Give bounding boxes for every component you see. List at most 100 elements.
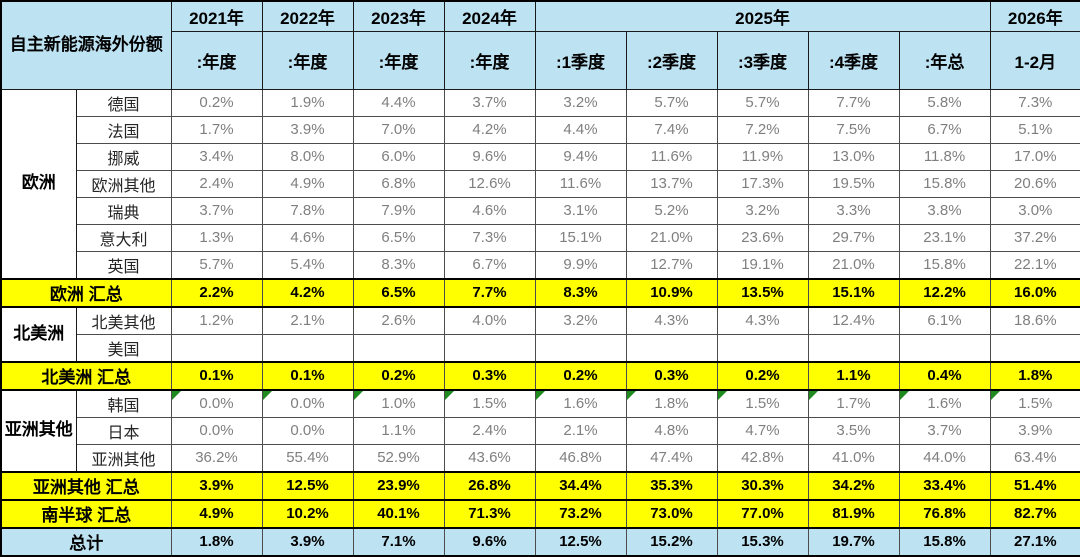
value-cell[interactable]: 10.2% bbox=[261, 498, 354, 529]
value-cell[interactable]: 9.6% bbox=[443, 526, 536, 556]
value-cell[interactable]: 4.3% bbox=[625, 306, 718, 335]
value-cell[interactable]: 7.7% bbox=[807, 88, 900, 117]
value-cell[interactable]: 41.0% bbox=[807, 443, 900, 472]
region-group-label[interactable]: 北美洲 bbox=[0, 306, 77, 362]
value-cell[interactable]: 34.4% bbox=[534, 470, 627, 501]
value-cell[interactable]: 2.1% bbox=[261, 306, 354, 335]
value-cell[interactable]: 1.8% bbox=[170, 526, 263, 556]
value-cell[interactable]: 1.9% bbox=[261, 88, 354, 117]
value-cell[interactable]: 4.9% bbox=[261, 169, 354, 198]
value-cell[interactable]: 4.4% bbox=[352, 88, 445, 117]
value-cell[interactable]: 8.0% bbox=[261, 142, 354, 171]
value-cell[interactable]: 3.9% bbox=[170, 470, 263, 501]
value-cell[interactable]: 10.9% bbox=[625, 277, 718, 308]
value-cell[interactable]: 15.3% bbox=[716, 526, 809, 556]
value-cell[interactable]: 3.7% bbox=[443, 88, 536, 117]
value-cell[interactable]: 0.2% bbox=[534, 360, 627, 391]
value-cell[interactable]: 0.1% bbox=[261, 360, 354, 391]
value-cell[interactable]: 37.2% bbox=[989, 223, 1080, 252]
value-cell[interactable] bbox=[170, 333, 263, 362]
value-cell[interactable]: 7.0% bbox=[352, 115, 445, 144]
value-cell[interactable]: 3.3% bbox=[807, 196, 900, 225]
value-cell[interactable]: 19.7% bbox=[807, 526, 900, 556]
value-cell[interactable]: 4.4% bbox=[534, 115, 627, 144]
value-cell[interactable]: 0.0% bbox=[170, 416, 263, 445]
value-cell[interactable]: 11.8% bbox=[898, 142, 991, 171]
value-cell[interactable]: 13.7% bbox=[625, 169, 718, 198]
value-cell[interactable]: 2.1% bbox=[534, 416, 627, 445]
value-cell[interactable]: 43.6% bbox=[443, 443, 536, 472]
value-cell[interactable]: 52.9% bbox=[352, 443, 445, 472]
value-cell[interactable]: 3.2% bbox=[716, 196, 809, 225]
value-cell[interactable]: 9.4% bbox=[534, 142, 627, 171]
row-label[interactable]: 日本 bbox=[75, 416, 172, 445]
col-header-2025[interactable]: 2025年 bbox=[534, 0, 991, 32]
value-cell[interactable]: 7.3% bbox=[989, 88, 1080, 117]
value-cell[interactable]: 3.4% bbox=[170, 142, 263, 171]
value-cell[interactable]: 6.8% bbox=[352, 169, 445, 198]
value-cell[interactable]: 9.6% bbox=[443, 142, 536, 171]
value-cell[interactable]: 9.9% bbox=[534, 250, 627, 279]
value-cell[interactable]: 15.8% bbox=[898, 250, 991, 279]
value-cell[interactable]: 20.6% bbox=[989, 169, 1080, 198]
col-subheader-2025-q2[interactable]: :2季度 bbox=[625, 30, 718, 90]
summary-row-label[interactable]: 南半球 汇总 bbox=[0, 498, 172, 529]
value-cell[interactable]: 12.5% bbox=[261, 470, 354, 501]
value-cell[interactable]: 0.0% bbox=[261, 389, 354, 418]
value-cell[interactable]: 47.4% bbox=[625, 443, 718, 472]
region-group-label[interactable]: 亚洲其他 bbox=[0, 389, 77, 472]
row-label[interactable]: 英国 bbox=[75, 250, 172, 279]
value-cell[interactable]: 11.6% bbox=[534, 169, 627, 198]
value-cell[interactable]: 73.0% bbox=[625, 498, 718, 529]
value-cell[interactable]: 0.2% bbox=[352, 360, 445, 391]
value-cell[interactable]: 3.9% bbox=[989, 416, 1080, 445]
value-cell[interactable]: 7.3% bbox=[443, 223, 536, 252]
value-cell[interactable]: 15.1% bbox=[534, 223, 627, 252]
col-subheader-2024-annual[interactable]: :年度 bbox=[443, 30, 536, 90]
value-cell[interactable]: 7.9% bbox=[352, 196, 445, 225]
value-cell[interactable]: 6.7% bbox=[443, 250, 536, 279]
value-cell[interactable]: 17.3% bbox=[716, 169, 809, 198]
row-label[interactable]: 韩国 bbox=[75, 389, 172, 418]
value-cell[interactable]: 3.1% bbox=[534, 196, 627, 225]
value-cell[interactable]: 30.3% bbox=[716, 470, 809, 501]
value-cell[interactable]: 0.1% bbox=[170, 360, 263, 391]
value-cell[interactable]: 71.3% bbox=[443, 498, 536, 529]
value-cell[interactable]: 23.6% bbox=[716, 223, 809, 252]
value-cell[interactable]: 4.9% bbox=[170, 498, 263, 529]
value-cell[interactable] bbox=[625, 333, 718, 362]
value-cell[interactable]: 3.0% bbox=[989, 196, 1080, 225]
value-cell[interactable]: 6.1% bbox=[898, 306, 991, 335]
value-cell[interactable]: 0.0% bbox=[261, 416, 354, 445]
value-cell[interactable]: 26.8% bbox=[443, 470, 536, 501]
value-cell[interactable]: 4.6% bbox=[443, 196, 536, 225]
value-cell[interactable]: 40.1% bbox=[352, 498, 445, 529]
value-cell[interactable]: 5.2% bbox=[625, 196, 718, 225]
value-cell[interactable]: 1.6% bbox=[534, 389, 627, 418]
value-cell[interactable]: 1.7% bbox=[807, 389, 900, 418]
value-cell[interactable] bbox=[807, 333, 900, 362]
value-cell[interactable]: 3.7% bbox=[898, 416, 991, 445]
summary-row-label[interactable]: 欧洲 汇总 bbox=[0, 277, 172, 308]
value-cell[interactable]: 13.5% bbox=[716, 277, 809, 308]
value-cell[interactable]: 2.6% bbox=[352, 306, 445, 335]
value-cell[interactable]: 5.4% bbox=[261, 250, 354, 279]
row-label[interactable]: 北美其他 bbox=[75, 306, 172, 335]
value-cell[interactable]: 6.5% bbox=[352, 277, 445, 308]
value-cell[interactable]: 1.8% bbox=[989, 360, 1080, 391]
value-cell[interactable]: 15.2% bbox=[625, 526, 718, 556]
col-subheader-2025-total[interactable]: :年总 bbox=[898, 30, 991, 90]
value-cell[interactable]: 12.4% bbox=[807, 306, 900, 335]
value-cell[interactable]: 7.5% bbox=[807, 115, 900, 144]
value-cell[interactable]: 3.9% bbox=[261, 526, 354, 556]
value-cell[interactable]: 21.0% bbox=[807, 250, 900, 279]
value-cell[interactable]: 46.8% bbox=[534, 443, 627, 472]
value-cell[interactable]: 23.1% bbox=[898, 223, 991, 252]
row-label[interactable]: 意大利 bbox=[75, 223, 172, 252]
col-subheader-2022-annual[interactable]: :年度 bbox=[261, 30, 354, 90]
value-cell[interactable]: 1.0% bbox=[352, 389, 445, 418]
value-cell[interactable]: 3.9% bbox=[261, 115, 354, 144]
value-cell[interactable] bbox=[352, 333, 445, 362]
value-cell[interactable]: 0.2% bbox=[716, 360, 809, 391]
region-group-label[interactable]: 欧洲 bbox=[0, 88, 77, 279]
